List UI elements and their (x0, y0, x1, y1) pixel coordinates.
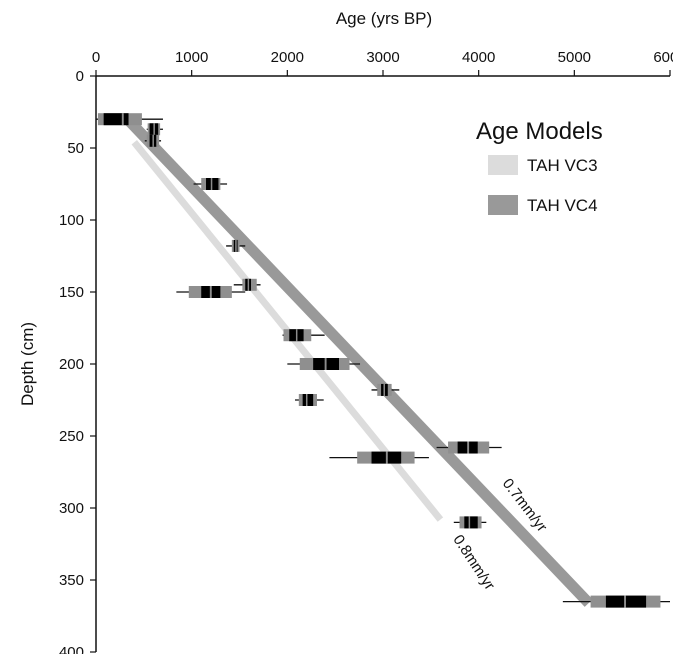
date-bar (176, 286, 246, 298)
y-tick-label: 0 (76, 68, 84, 85)
date-bar (226, 239, 246, 252)
date-bar (144, 134, 162, 147)
date-median-mark (121, 113, 124, 126)
y-tick-label: 50 (67, 140, 84, 157)
date-median-mark (247, 278, 250, 291)
date-bar (233, 278, 261, 291)
date-bar (371, 383, 400, 396)
date-median-mark (324, 358, 327, 370)
legend-swatch-vc4 (488, 195, 518, 215)
date-range-inner (464, 516, 478, 529)
date-median-mark (385, 451, 388, 464)
y-tick-label: 100 (59, 212, 84, 229)
x-axis-title: Age (yrs BP) (336, 9, 432, 28)
date-median-mark (467, 441, 470, 454)
legend-swatch-vc3 (488, 155, 518, 175)
date-bar (329, 451, 429, 464)
y-axis-title: Depth (cm) (18, 322, 37, 406)
date-median-mark (305, 394, 308, 406)
date-range-inner (103, 113, 129, 126)
date-bar (453, 516, 487, 529)
x-tick-label: 1000 (175, 49, 208, 66)
date-median-mark (468, 516, 471, 529)
x-tick-label: 5000 (558, 49, 591, 66)
x-tick-label: 6000 (653, 49, 673, 66)
date-bar (193, 178, 228, 190)
y-tick-label: 250 (59, 428, 84, 445)
date-median-mark (153, 123, 155, 136)
date-median-mark (383, 383, 385, 396)
legend: Age Models TAH VC3 TAH VC4 (476, 118, 603, 215)
y-tick-label: 350 (59, 572, 84, 589)
date-bar (436, 441, 502, 454)
y-tick-label: 400 (59, 644, 84, 654)
legend-label-vc4: TAH VC4 (527, 196, 598, 215)
rate-label-vc3: 0.8mm/yr (449, 532, 498, 594)
date-bar (294, 394, 324, 406)
y-tick-label: 200 (59, 356, 84, 373)
y-tick-label: 300 (59, 500, 84, 517)
date-median-mark (235, 239, 237, 252)
calibrated-dates (96, 113, 670, 608)
date-median-mark (209, 286, 212, 298)
date-median-mark (152, 134, 154, 147)
age-model-line-tah-vc4 (123, 115, 593, 607)
date-bar (96, 113, 163, 126)
x-tick-label: 0 (92, 49, 100, 66)
date-median-mark (624, 595, 626, 608)
legend-title: Age Models (476, 118, 603, 145)
date-range-inner (302, 394, 314, 406)
date-bar (282, 329, 325, 342)
rate-label-vc4: 0.7mm/yr (499, 475, 551, 535)
axis-ticks: 0 1000 2000 3000 4000 5000 6000 0 50 100 150 200 250… (59, 49, 673, 654)
x-tick-label: 2000 (271, 49, 304, 66)
date-bar (562, 595, 670, 608)
y-tick-label: 150 (59, 284, 84, 301)
legend-label-vc3: TAH VC3 (527, 156, 598, 175)
date-median-mark (210, 178, 213, 190)
date-bar (287, 358, 361, 370)
age-model-lines (123, 115, 593, 607)
x-tick-label: 4000 (462, 49, 495, 66)
x-tick-label: 3000 (366, 49, 399, 66)
date-bar (146, 123, 163, 136)
date-median-mark (295, 329, 298, 342)
